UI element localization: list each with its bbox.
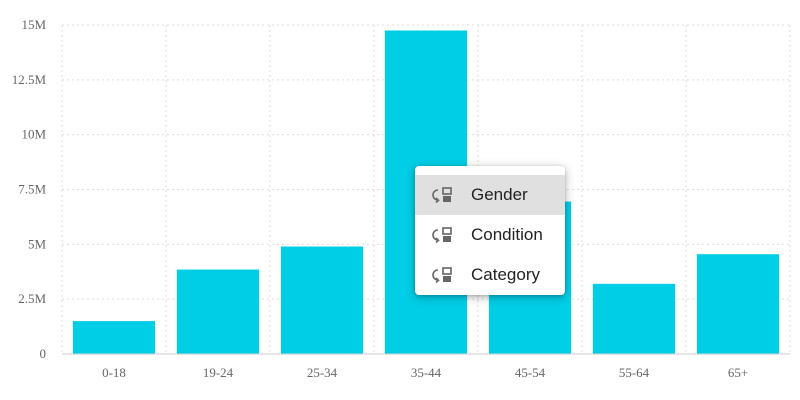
menu-item-label: Category (471, 265, 540, 284)
menu-item-gender[interactable]: Gender (415, 175, 565, 215)
menu-item-label: Gender (471, 185, 528, 204)
bar-65+ (696, 254, 780, 354)
group-by-icon (431, 226, 455, 244)
x-tick-label: 35-44 (411, 365, 442, 380)
y-tick-label: 12.5M (12, 72, 47, 87)
menu-item-category[interactable]: Category (415, 255, 565, 295)
bar-19-24 (176, 269, 260, 354)
x-tick-label: 65+ (728, 365, 748, 380)
bar-25-34 (280, 246, 364, 354)
group-by-menu: Gender Condition Category (415, 166, 565, 295)
x-tick-label: 55-64 (619, 365, 650, 380)
y-tick-label: 0 (40, 346, 47, 361)
group-by-icon (431, 266, 455, 284)
y-tick-label: 2.5M (18, 291, 46, 306)
y-tick-label: 7.5M (18, 182, 46, 197)
x-tick-label: 45-54 (515, 365, 546, 380)
menu-item-condition[interactable]: Condition (415, 215, 565, 255)
y-tick-label: 10M (21, 127, 46, 142)
x-tick-label: 0-18 (102, 365, 126, 380)
bar-55-64 (592, 283, 676, 354)
x-tick-label: 19-24 (203, 365, 234, 380)
bar-0-18 (72, 321, 156, 354)
group-by-icon (431, 186, 455, 204)
y-tick-label: 5M (28, 236, 47, 251)
menu-item-label: Condition (471, 225, 543, 244)
x-tick-label: 25-34 (307, 365, 338, 380)
y-tick-label: 15M (21, 17, 46, 32)
